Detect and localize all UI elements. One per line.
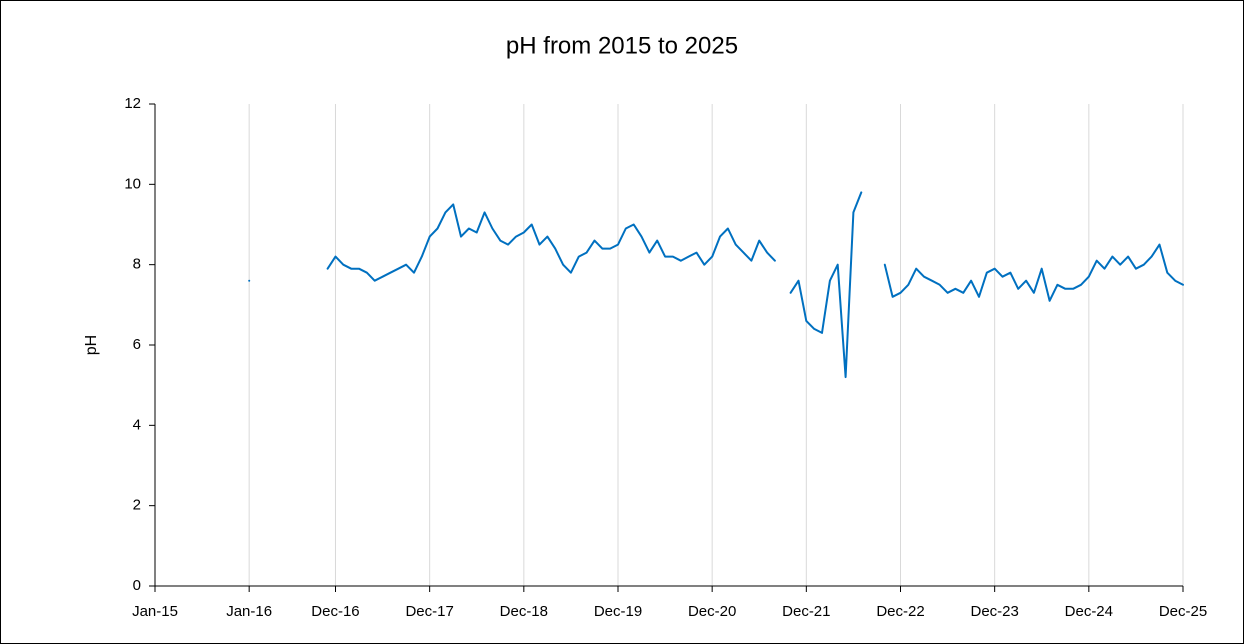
x-tick-label: Dec-19 xyxy=(594,603,642,620)
y-tick-label: 6 xyxy=(133,336,141,353)
y-tick-label: 10 xyxy=(124,175,141,192)
x-tick-label: Dec-24 xyxy=(1065,603,1113,620)
y-tick-label: 0 xyxy=(133,577,141,594)
x-tick-label: Dec-17 xyxy=(405,603,453,620)
y-axis-label: pH xyxy=(83,335,100,355)
line-series xyxy=(789,191,863,379)
line-series xyxy=(326,203,776,282)
x-tick-label: Dec-25 xyxy=(1159,603,1207,620)
x-tick-label: Dec-23 xyxy=(970,603,1018,620)
chart-title: pH from 2015 to 2025 xyxy=(506,32,738,59)
x-tick-label: Dec-22 xyxy=(876,603,924,620)
x-tick-label: Dec-18 xyxy=(500,603,548,620)
x-tick-label: Jan-15 xyxy=(132,603,178,620)
y-tick-label: 4 xyxy=(133,416,141,433)
x-tick-label: Dec-21 xyxy=(782,603,830,620)
x-tick-label: Jan-16 xyxy=(226,603,272,620)
x-tick-label: Dec-16 xyxy=(311,603,359,620)
y-tick-label: 2 xyxy=(133,497,141,514)
x-tick-label: Dec-20 xyxy=(688,603,736,620)
y-tick-label: 8 xyxy=(133,256,141,273)
line-series xyxy=(883,243,1184,302)
y-tick-label: 12 xyxy=(124,95,141,112)
